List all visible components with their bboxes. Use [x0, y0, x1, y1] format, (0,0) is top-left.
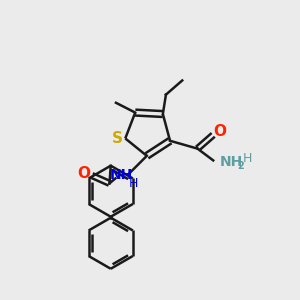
Text: H: H [128, 177, 138, 190]
Text: NH: NH [220, 155, 243, 170]
Text: H: H [243, 152, 252, 165]
Text: 2: 2 [237, 161, 244, 171]
Text: S: S [112, 131, 123, 146]
Text: O: O [214, 124, 226, 140]
Text: O: O [77, 166, 91, 181]
Text: NH: NH [110, 169, 133, 182]
